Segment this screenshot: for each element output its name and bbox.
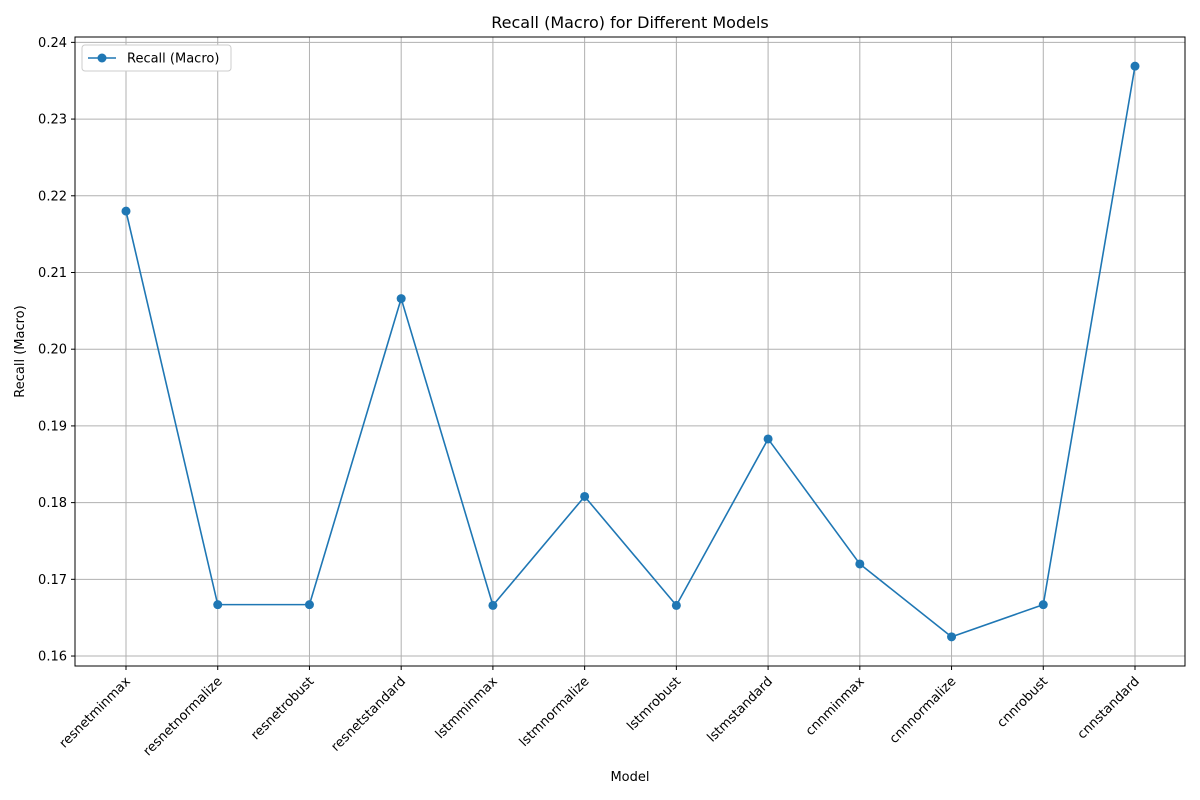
legend-marker-icon (97, 53, 107, 63)
y-tick-label: 0.19 (38, 419, 67, 434)
legend-box (81, 44, 232, 72)
data-point-marker (121, 206, 131, 216)
y-tick-label: 0.16 (38, 650, 67, 665)
data-point-marker (947, 632, 957, 642)
data-point-marker (580, 491, 590, 501)
series-layer (121, 61, 1140, 642)
data-point-marker (855, 559, 865, 569)
legend-label: Recall (Macro) (127, 52, 219, 67)
y-tick-label: 0.18 (38, 496, 67, 511)
data-point-marker (304, 600, 314, 610)
y-tick-label: 0.23 (38, 113, 67, 128)
data-point-marker (213, 600, 223, 610)
y-tick-label: 0.20 (38, 343, 67, 358)
plot-frame (74, 36, 1186, 667)
y-axis-label: Recall (Macro) (13, 305, 28, 397)
series-line (125, 66, 1136, 638)
data-point-marker (1130, 61, 1140, 71)
grid (75, 37, 1185, 666)
data-point-marker (763, 434, 773, 444)
y-tick-label: 0.21 (38, 266, 67, 281)
y-axis: 0.16 0.17 0.18 0.19 0.20 0.21 0.22 0.23 0.24 (38, 36, 75, 665)
x-axis-label: Model (610, 770, 649, 785)
legend: Recall (Macro) (81, 44, 232, 72)
y-tick-label: 0.17 (38, 573, 67, 588)
data-point-marker (488, 600, 498, 610)
data-point-marker (1038, 600, 1048, 610)
y-tick-label: 0.22 (38, 189, 67, 204)
y-tick-label: 0.24 (38, 36, 67, 51)
chart-title: Recall (Macro) for Different Models (491, 13, 768, 32)
data-point-marker (671, 600, 681, 610)
data-point-marker (396, 294, 406, 304)
